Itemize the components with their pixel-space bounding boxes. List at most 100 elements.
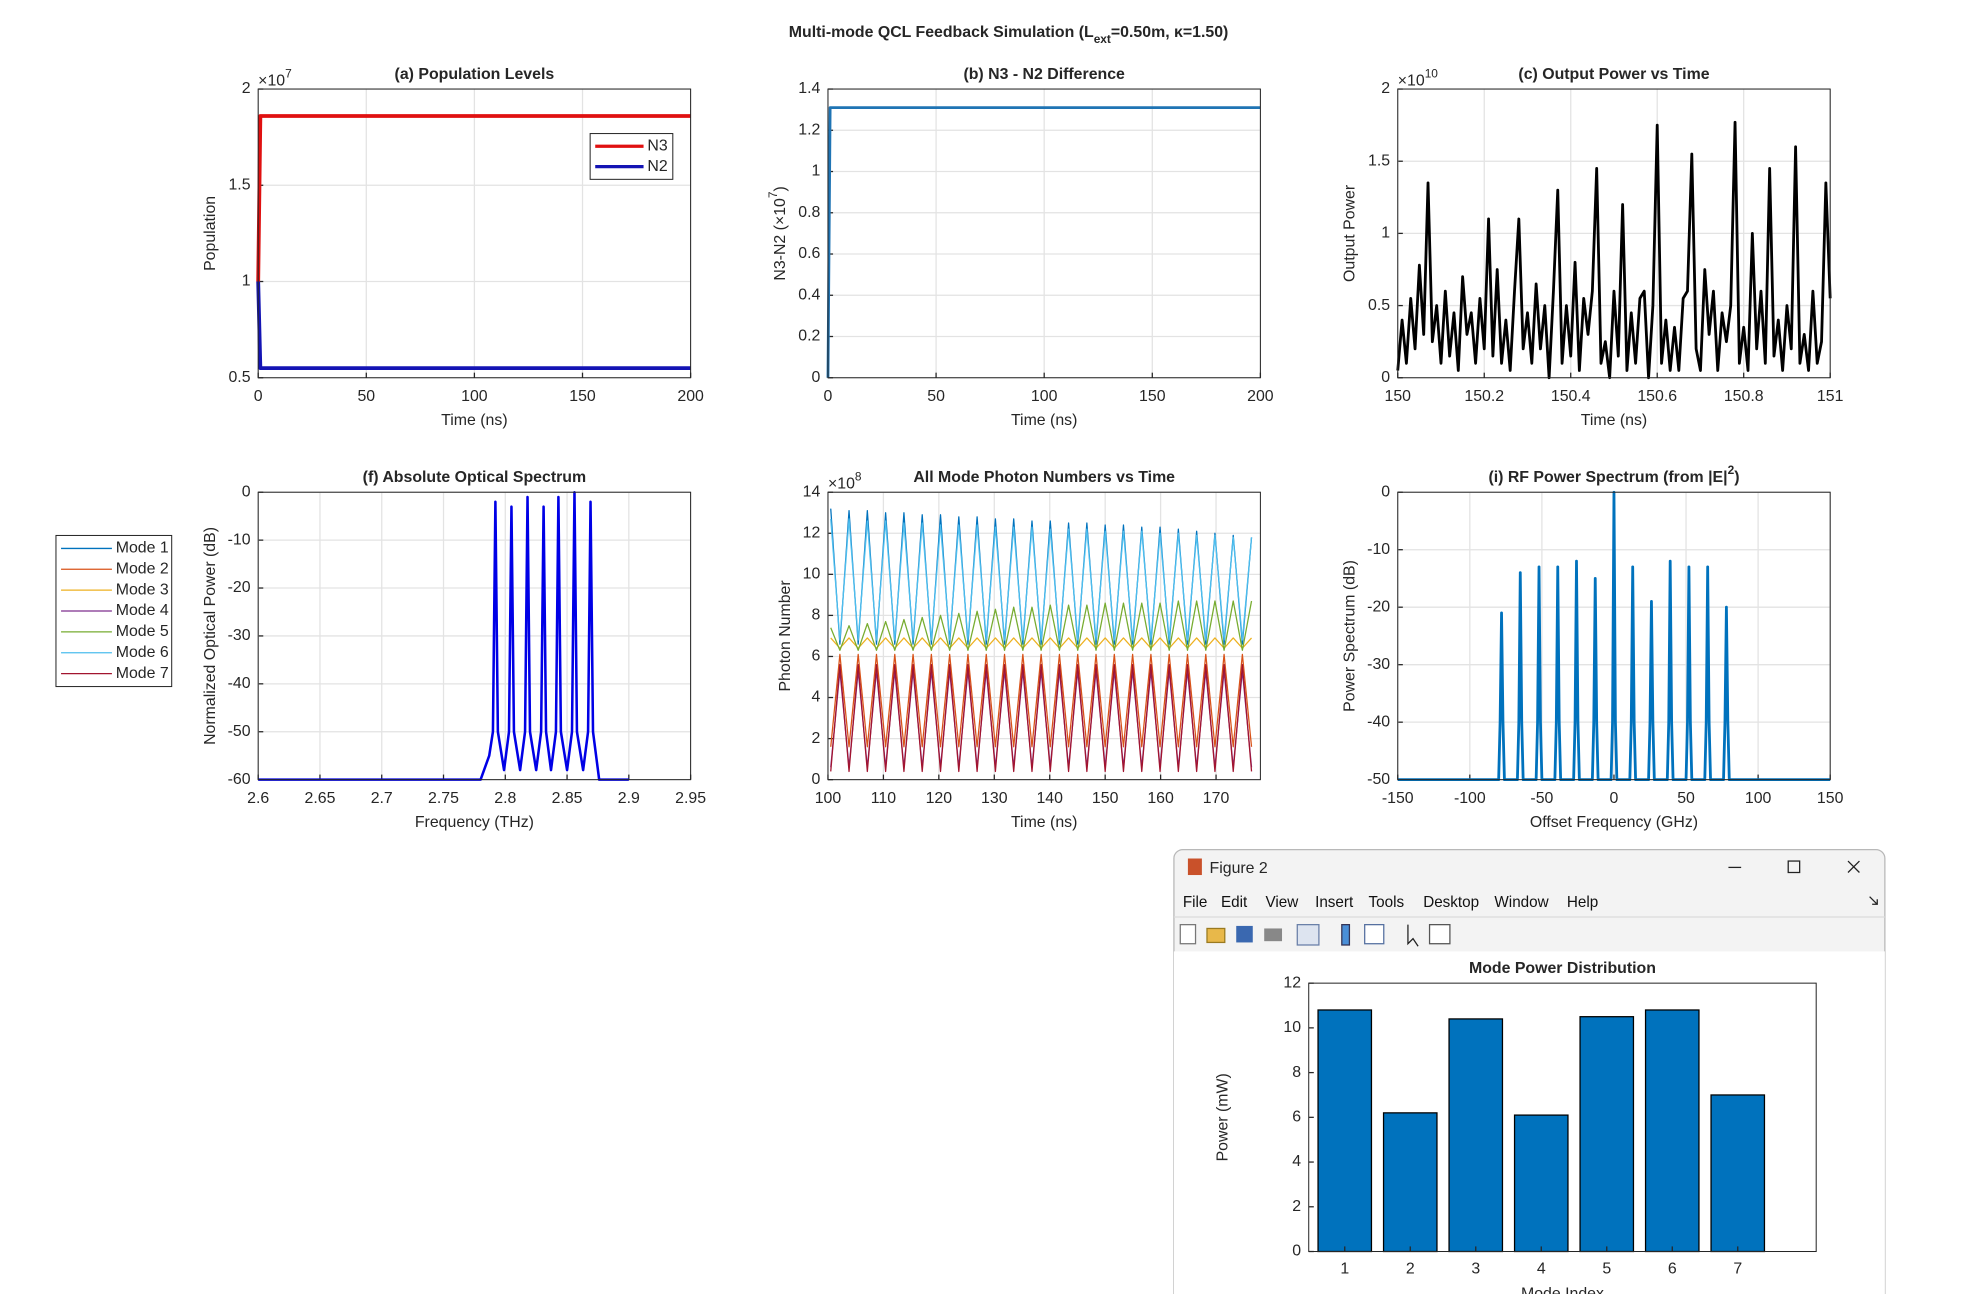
figure-title-part: =0.50m, κ=1.50)	[1111, 24, 1228, 41]
x-tick-label: 4	[1537, 1261, 1546, 1278]
axes-title-part: (i) RF Power Spectrum (from |E|	[1488, 469, 1727, 486]
x-tick-label: 100	[815, 790, 842, 807]
y-tick-label: 0.8	[798, 204, 820, 221]
axes-frame	[827, 491, 1261, 781]
legend-label: Mode 2	[116, 560, 169, 577]
y-axis-label: Normalized Optical Power (dB)	[202, 527, 219, 745]
menu-item[interactable]: Help	[1567, 894, 1598, 911]
x-tick-label: 2.9	[618, 790, 640, 807]
x-axis-label: Frequency (THz)	[415, 814, 534, 831]
x-tick-label: 2.6	[247, 790, 269, 807]
x-tick-label: 0	[254, 388, 263, 405]
y-tick-label: 8	[811, 607, 820, 624]
x-tick-label: -150	[1382, 790, 1414, 807]
x-tick-label: 2.7	[371, 790, 393, 807]
y-axis-label-part: )	[772, 186, 789, 191]
x-tick-label: 130	[981, 790, 1008, 807]
tool-pointer[interactable]	[1407, 924, 1419, 947]
axes-frame	[1397, 88, 1831, 379]
axes-title: Mode Power Distribution	[1469, 960, 1656, 977]
x-tick-label: 150	[1139, 388, 1166, 405]
tool-property[interactable]	[1428, 924, 1451, 945]
window-title: Figure 2	[1210, 860, 1268, 877]
y-axis-label: Power Spectrum (dB)	[1342, 560, 1359, 712]
series-line	[826, 106, 1261, 378]
menu-item[interactable]: Window	[1494, 894, 1549, 911]
y-tick-label: 0	[811, 771, 820, 788]
menu-item[interactable]: View	[1265, 894, 1299, 911]
axes-title-part: Mode Power Distribution	[1469, 960, 1656, 977]
x-tick-label: -100	[1454, 790, 1486, 807]
y-tick-label: 0.5	[1368, 297, 1390, 314]
menu-item[interactable]: Tools	[1369, 894, 1405, 911]
y-axis-label: Population	[202, 196, 219, 271]
x-tick-label: 2.65	[305, 790, 336, 807]
x-tick-label: 0	[1610, 790, 1619, 807]
x-tick-label: 2.95	[675, 790, 706, 807]
dock-icon[interactable]	[1869, 896, 1878, 905]
axes-title-part: All Mode Photon Numbers vs Time	[913, 469, 1175, 486]
x-axis-label: Time (ns)	[1011, 412, 1077, 429]
menu-item[interactable]: File	[1183, 894, 1208, 911]
axes-frame	[1308, 982, 1817, 1253]
y-tick-label: 0	[811, 369, 820, 386]
y-tick-label: 4	[811, 689, 820, 706]
y-exponent: ×107	[258, 67, 292, 90]
y-axis-label: N3-N2 (×107)	[766, 186, 789, 280]
y-exponent-part: 7	[285, 67, 292, 81]
y-tick-label: 6	[811, 648, 820, 665]
bar	[1382, 1112, 1438, 1253]
x-axis-label: Time (ns)	[1581, 412, 1647, 429]
x-axis-label-part: Time (ns)	[1011, 412, 1077, 429]
y-tick-label: 0.5	[228, 369, 250, 386]
x-tick-label: 1	[1340, 1261, 1349, 1278]
toolbar	[1179, 924, 1451, 947]
y-axis-label-part: Normalized Optical Power (dB)	[202, 527, 219, 745]
close-button[interactable]	[1847, 860, 1860, 873]
x-tick-label: 160	[1147, 790, 1174, 807]
y-tick-label: 10	[1283, 1019, 1301, 1036]
tool-new[interactable]	[1179, 924, 1197, 945]
menu-item[interactable]: Insert	[1315, 894, 1354, 911]
x-tick-label: 50	[927, 388, 945, 405]
axes-frame	[1397, 491, 1831, 781]
y-axis-label-part: Population	[202, 196, 219, 271]
bar	[1710, 1094, 1766, 1253]
y-tick-label: -10	[1367, 541, 1390, 558]
tool-print[interactable]	[1264, 928, 1283, 942]
y-tick-label: 0.4	[798, 286, 820, 303]
menu-item[interactable]: Edit	[1221, 894, 1248, 911]
x-tick-label: 150	[1817, 790, 1844, 807]
x-tick-label: 50	[357, 388, 375, 405]
x-axis-label-part: Time (ns)	[1581, 412, 1647, 429]
y-tick-label: -60	[228, 771, 251, 788]
x-tick-label: 100	[1745, 790, 1772, 807]
axes-title: (a) Population Levels	[395, 66, 555, 83]
x-tick-label: 7	[1733, 1261, 1742, 1278]
figure-title-part: Multi-mode QCL Feedback Simulation (L	[789, 24, 1094, 41]
maximize-button[interactable]	[1787, 860, 1801, 874]
axes-title: All Mode Photon Numbers vs Time	[913, 469, 1175, 486]
tool-colorbar[interactable]	[1341, 924, 1351, 946]
x-tick-label: 170	[1203, 790, 1230, 807]
y-tick-label: 1.5	[1368, 152, 1390, 169]
y-tick-label: 8	[1292, 1064, 1301, 1081]
y-tick-label: 2	[242, 80, 251, 97]
bar	[1317, 1009, 1373, 1253]
x-tick-label: -50	[1530, 790, 1553, 807]
x-tick-label: 50	[1677, 790, 1695, 807]
tool-open[interactable]	[1206, 927, 1226, 944]
legend-label: N3	[647, 137, 667, 154]
tool-save[interactable]	[1236, 925, 1253, 943]
series-line	[830, 653, 1253, 748]
x-tick-label: 3	[1471, 1261, 1480, 1278]
legend: Mode 1 Mode 2 Mode 3 Mode 4 Mode 5 Mode 6 Mode…	[55, 534, 173, 688]
tool-link[interactable]	[1296, 924, 1320, 946]
y-tick-label: 12	[1283, 974, 1301, 991]
menu-item[interactable]: Desktop	[1423, 894, 1479, 911]
tool-legend[interactable]	[1364, 924, 1385, 945]
y-tick-label: 10	[803, 566, 821, 583]
y-axis-label-part: Photon Number	[777, 580, 794, 692]
